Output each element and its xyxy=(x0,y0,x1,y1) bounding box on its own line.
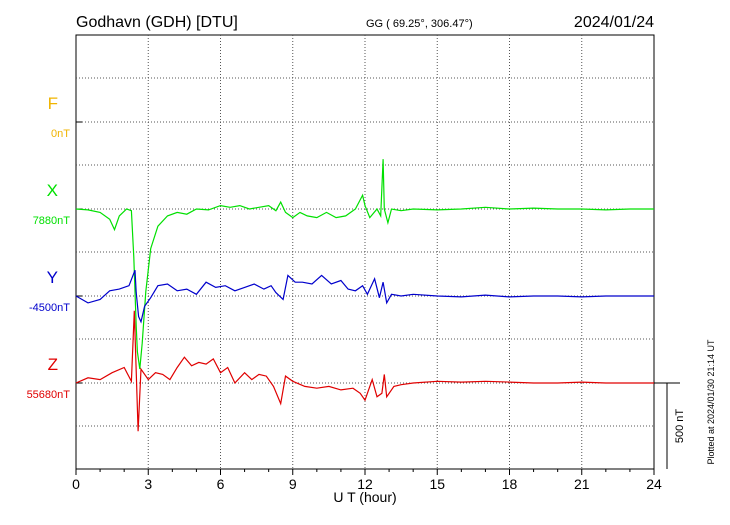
x-tick-label: 6 xyxy=(217,476,225,492)
plot-date: 2024/01/24 xyxy=(574,14,654,31)
x-tick-label: 24 xyxy=(646,476,662,492)
series-name-z: Z xyxy=(48,355,58,374)
x-tick-label: 15 xyxy=(429,476,445,492)
channel-labels: F 0nT X 7880nT Y -4500nT Z 55680nT xyxy=(27,94,71,401)
x-tick-label: 9 xyxy=(289,476,297,492)
series-name-y: Y xyxy=(47,268,58,287)
x-axis-ticks: 0 3 6 9 12 15 18 21 24 xyxy=(72,469,662,492)
x-tick-label: 0 xyxy=(72,476,80,492)
series-line-y xyxy=(75,269,654,324)
series-baseline-y: -4500nT xyxy=(29,302,70,314)
station-title: Godhavn (GDH) [DTU] xyxy=(76,14,238,31)
series-baseline-z: 55680nT xyxy=(27,389,71,401)
series-name-f: F xyxy=(48,94,58,113)
series-line-z xyxy=(75,310,654,432)
series-baseline-x: 7880nT xyxy=(33,215,71,227)
series-baseline-f: 0nT xyxy=(51,128,70,140)
plotted-timestamp: Plotted at 2024/01/30 21:14 UT xyxy=(706,339,716,465)
x-axis-label: U T (hour) xyxy=(333,489,396,505)
x-tick-label: 21 xyxy=(574,476,590,492)
x-tick-label: 3 xyxy=(144,476,152,492)
x-tick-label: 12 xyxy=(357,476,373,492)
series-line-x xyxy=(75,159,654,370)
grid-lines xyxy=(76,35,654,469)
series-name-x: X xyxy=(47,181,58,200)
station-coords: GG ( 69.25°, 306.47°) xyxy=(366,18,473,30)
x-tick-label: 18 xyxy=(502,476,518,492)
series-layer xyxy=(75,159,654,432)
scale-bar xyxy=(654,382,680,469)
scale-bar-label: 500 nT xyxy=(674,409,686,444)
